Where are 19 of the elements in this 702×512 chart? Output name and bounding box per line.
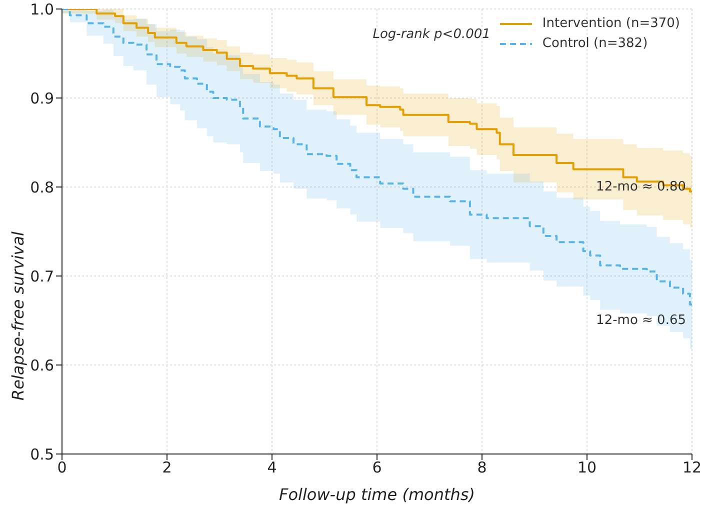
y-tick-label: 0.6 [30, 356, 54, 374]
legend-label: Intervention (n=370) [542, 15, 680, 33]
y-tick-label: 0.5 [30, 445, 54, 464]
y-axis-title: Relapse-free survival [8, 230, 28, 400]
y-tick-label: 0.7 [30, 267, 54, 286]
x-axis-title: Follow-up time (months) [279, 485, 475, 504]
annotation: Log-rank p<0.001 [372, 26, 490, 42]
x-tick-label: 2 [162, 458, 172, 477]
x-tick-label: 12 [682, 458, 702, 477]
x-tick-label: 4 [267, 458, 277, 477]
y-tick-label: 0.9 [30, 89, 54, 108]
annotation: 12-mo ≈ 0.65 [596, 313, 686, 328]
x-tick-label: 0 [57, 458, 67, 477]
x-tick-label: 8 [477, 458, 487, 477]
y-tick-label: 1.0 [30, 0, 54, 18]
legend-label: Control (n=382) [542, 35, 648, 53]
x-tick-label: 10 [577, 458, 597, 477]
x-tick-label: 6 [372, 458, 382, 477]
y-tick-label: 0.8 [30, 178, 54, 196]
